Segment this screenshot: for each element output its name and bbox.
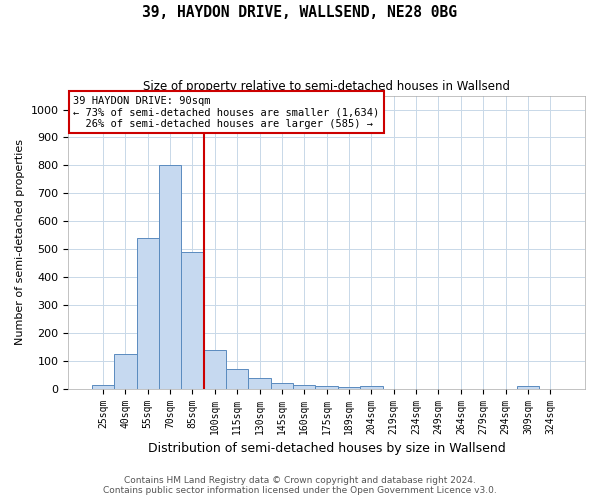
Text: 39 HAYDON DRIVE: 90sqm
← 73% of semi-detached houses are smaller (1,634)
  26% o: 39 HAYDON DRIVE: 90sqm ← 73% of semi-det…	[73, 96, 380, 129]
Bar	[159, 166, 181, 388]
Bar	[92, 384, 114, 388]
X-axis label: Distribution of semi-detached houses by size in Wallsend: Distribution of semi-detached houses by …	[148, 442, 506, 455]
Bar	[248, 378, 271, 388]
Text: Contains HM Land Registry data © Crown copyright and database right 2024.
Contai: Contains HM Land Registry data © Crown c…	[103, 476, 497, 495]
Bar	[316, 386, 338, 388]
Bar	[293, 386, 316, 388]
Bar	[203, 350, 226, 389]
Bar	[226, 368, 248, 388]
Bar	[360, 386, 383, 388]
Bar	[517, 386, 539, 388]
Bar	[181, 252, 203, 388]
Text: 39, HAYDON DRIVE, WALLSEND, NE28 0BG: 39, HAYDON DRIVE, WALLSEND, NE28 0BG	[143, 5, 458, 20]
Title: Size of property relative to semi-detached houses in Wallsend: Size of property relative to semi-detach…	[143, 80, 510, 93]
Bar	[137, 238, 159, 388]
Y-axis label: Number of semi-detached properties: Number of semi-detached properties	[15, 139, 25, 345]
Bar	[114, 354, 137, 388]
Bar	[271, 382, 293, 388]
